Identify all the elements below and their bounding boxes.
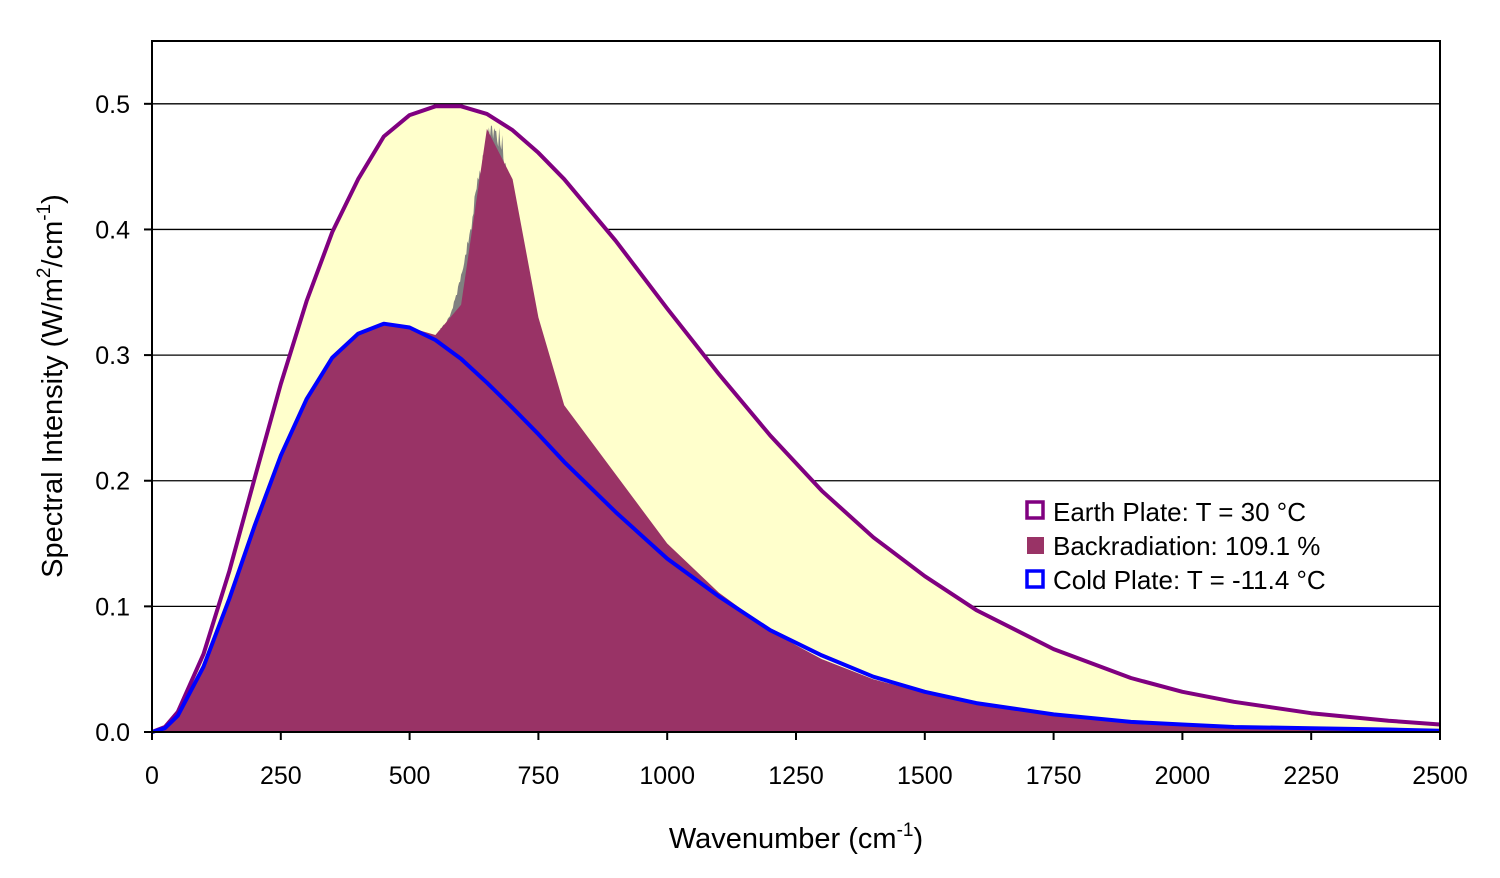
legend-swatch-earth-plate: [1025, 500, 1045, 520]
y-axis-title: Spectral Intensity (W/m2/cm-1): [34, 194, 69, 578]
y-tick-label: 0.0: [95, 719, 130, 747]
legend-swatch-cold-plate: [1025, 569, 1045, 589]
x-axis-title-closing: ): [914, 823, 924, 855]
x-tick-label: 1000: [639, 762, 695, 790]
y-tick-label: 0.2: [95, 468, 130, 496]
axis-ticks: 0 250 500 750 1000 1250 1500 1750 2000 2250 2500 0.…: [95, 91, 1468, 790]
y-axis-title-unit: /cm: [37, 221, 69, 268]
series-layer: [151, 104, 1441, 734]
x-tick-label: 1750: [1026, 762, 1082, 790]
x-tick-label: 1500: [897, 762, 953, 790]
legend: Earth Plate: T = 30 °C Backradiation: 10…: [1025, 497, 1326, 595]
y-axis-title-superscript-2: 2: [34, 267, 55, 278]
x-tick-label: 2250: [1283, 762, 1339, 790]
y-tick-label: 0.4: [95, 216, 130, 244]
y-tick-label: 0.3: [95, 342, 130, 370]
legend-label-earth-plate: Earth Plate: T = 30 °C: [1053, 497, 1306, 527]
earth-plate-line: [151, 104, 1441, 734]
y-axis-title-superscript-minus1: -1: [34, 204, 55, 221]
x-tick-label: 500: [389, 762, 431, 790]
x-tick-label: 2000: [1155, 762, 1211, 790]
x-tick-label: 0: [145, 762, 159, 790]
legend-label-backradiation: Backradiation: 109.1 %: [1053, 531, 1320, 561]
backradiation-area: [152, 128, 1440, 732]
x-tick-label: 250: [260, 762, 302, 790]
y-tick-label: 0.5: [95, 91, 130, 119]
y-axis-title-text: Spectral Intensity (W/m: [37, 278, 69, 578]
x-axis-title: Wavenumber (cm-1): [669, 820, 923, 855]
cold-plate-line: [151, 321, 1441, 734]
y-tick-label: 0.1: [95, 593, 130, 621]
x-tick-label: 750: [518, 762, 560, 790]
x-tick-label: 2500: [1412, 762, 1468, 790]
x-axis-title-superscript: -1: [897, 820, 914, 841]
x-axis-title-text: Wavenumber (cm: [669, 823, 897, 855]
x-tick-label: 1250: [768, 762, 824, 790]
legend-label-cold-plate: Cold Plate: T = -11.4 °C: [1053, 565, 1326, 595]
y-axis-title-closing: ): [37, 194, 69, 204]
legend-swatch-backradiation: [1027, 537, 1044, 554]
